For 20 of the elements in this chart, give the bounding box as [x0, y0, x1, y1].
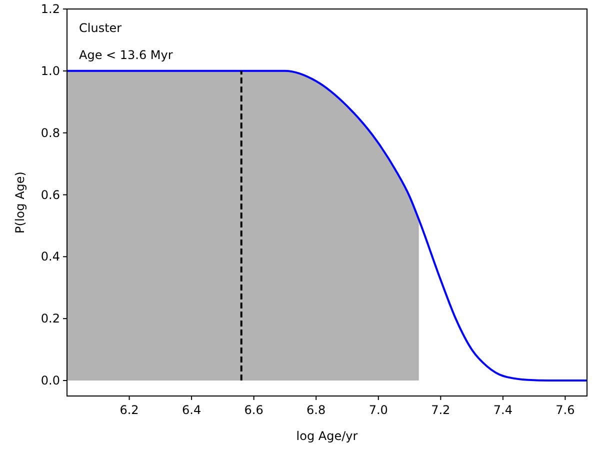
x-tick-label: 6.8: [306, 403, 326, 417]
annotation: Cluster: [79, 21, 122, 35]
y-tick-label: 0.2: [40, 312, 60, 326]
y-tick-label: 1.0: [40, 64, 60, 78]
annotation: Age < 13.6 Myr: [79, 48, 173, 62]
y-tick-label: 0.6: [40, 188, 60, 202]
x-tick-label: 7.2: [431, 403, 450, 417]
y-tick-label: 1.2: [40, 2, 60, 16]
x-tick-label: 7.4: [493, 403, 512, 417]
x-tick-label: 6.2: [120, 403, 139, 417]
y-tick-label: 0.8: [40, 126, 60, 140]
x-tick-label: 6.4: [182, 403, 202, 417]
y-tick-label: 0.4: [40, 250, 60, 264]
y-axis-title: P(log Age): [13, 172, 27, 234]
x-axis-title: log Age/yr: [296, 429, 358, 443]
x-tick-label: 7.6: [556, 403, 575, 417]
x-tick-label: 7.0: [368, 403, 388, 417]
x-tick-label: 6.6: [244, 403, 264, 417]
line-series: [66, 70, 588, 382]
y-tick-label: 0.0: [40, 374, 60, 388]
